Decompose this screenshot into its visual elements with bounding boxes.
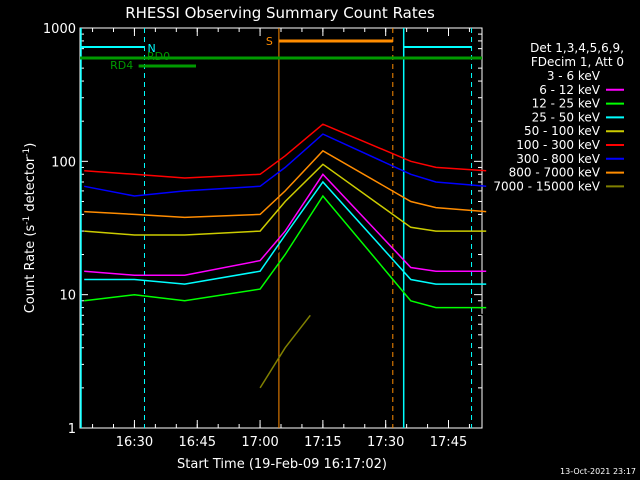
- x-tick-label: 16:30: [116, 435, 153, 450]
- x-axis: 16:30 16:45 17:00 17:15 17:30 17:45: [92, 28, 470, 450]
- timestamp: 13-Oct-2021 23:17: [560, 467, 636, 476]
- rd4-label: RD4: [110, 59, 133, 72]
- y-axis-label-sup2: -1: [22, 148, 32, 157]
- legend-entry: 800 - 7000 keV: [509, 166, 601, 180]
- y-axis-label-mid: detector: [23, 156, 38, 216]
- legend-header-2: FDecim 1, Att 0: [531, 55, 624, 69]
- plot-frame: [79, 27, 483, 429]
- observing-bands: N S RD0 RD4: [80, 28, 482, 428]
- legend: Det 1,3,4,5,6,9, FDecim 1, Att 0 3 - 6 k…: [493, 41, 624, 193]
- series-layer: [84, 123, 487, 389]
- series-line: [84, 194, 487, 309]
- legend-entry: 50 - 100 keV: [524, 124, 601, 138]
- y-axis: 1 10 100 1000: [43, 22, 482, 437]
- y-axis-label-sup1: -1: [22, 216, 32, 225]
- chart-title: RHESSI Observing Summary Count Rates: [125, 4, 435, 22]
- x-tick-label: 17:15: [304, 435, 341, 450]
- x-tick-label: 17:30: [367, 435, 404, 450]
- legend-entry: 12 - 25 keV: [532, 97, 601, 111]
- series-line: [84, 173, 487, 276]
- series-line: [84, 163, 487, 236]
- y-axis-label-main: Count Rate (s: [23, 225, 38, 314]
- legend-entry: 6 - 12 keV: [539, 83, 601, 97]
- y-tick-label: 1000: [43, 22, 76, 37]
- legend-entry: 25 - 50 keV: [532, 110, 601, 124]
- y-tick-label: 1: [68, 422, 76, 437]
- y-tick-label: 100: [51, 155, 76, 170]
- x-axis-label: Start Time (19-Feb-09 16:17:02): [177, 457, 387, 472]
- series-line: [84, 180, 487, 285]
- legend-header-1: Det 1,3,4,5,6,9,: [530, 41, 624, 55]
- x-tick-label: 16:45: [179, 435, 216, 450]
- series-line: [84, 149, 487, 219]
- x-tick-label: 17:00: [241, 435, 278, 450]
- y-axis-label: Count Rate (s-1 detector-1): [22, 143, 38, 314]
- series-line: [84, 133, 487, 197]
- rd0-label: RD0: [147, 50, 170, 63]
- saa-label: S: [266, 35, 273, 48]
- legend-entry: 7000 - 15000 keV: [493, 179, 600, 193]
- y-tick-label: 10: [59, 289, 76, 304]
- y-axis-label-end: ): [23, 143, 38, 148]
- series-line: [84, 123, 487, 179]
- legend-entry: 3 - 6 keV: [547, 69, 601, 83]
- night-label: N: [147, 42, 155, 55]
- series-line: [259, 314, 311, 389]
- x-tick-label: 17:45: [430, 435, 467, 450]
- legend-entry: 300 - 800 keV: [516, 152, 600, 166]
- legend-entry: 100 - 300 keV: [516, 138, 600, 152]
